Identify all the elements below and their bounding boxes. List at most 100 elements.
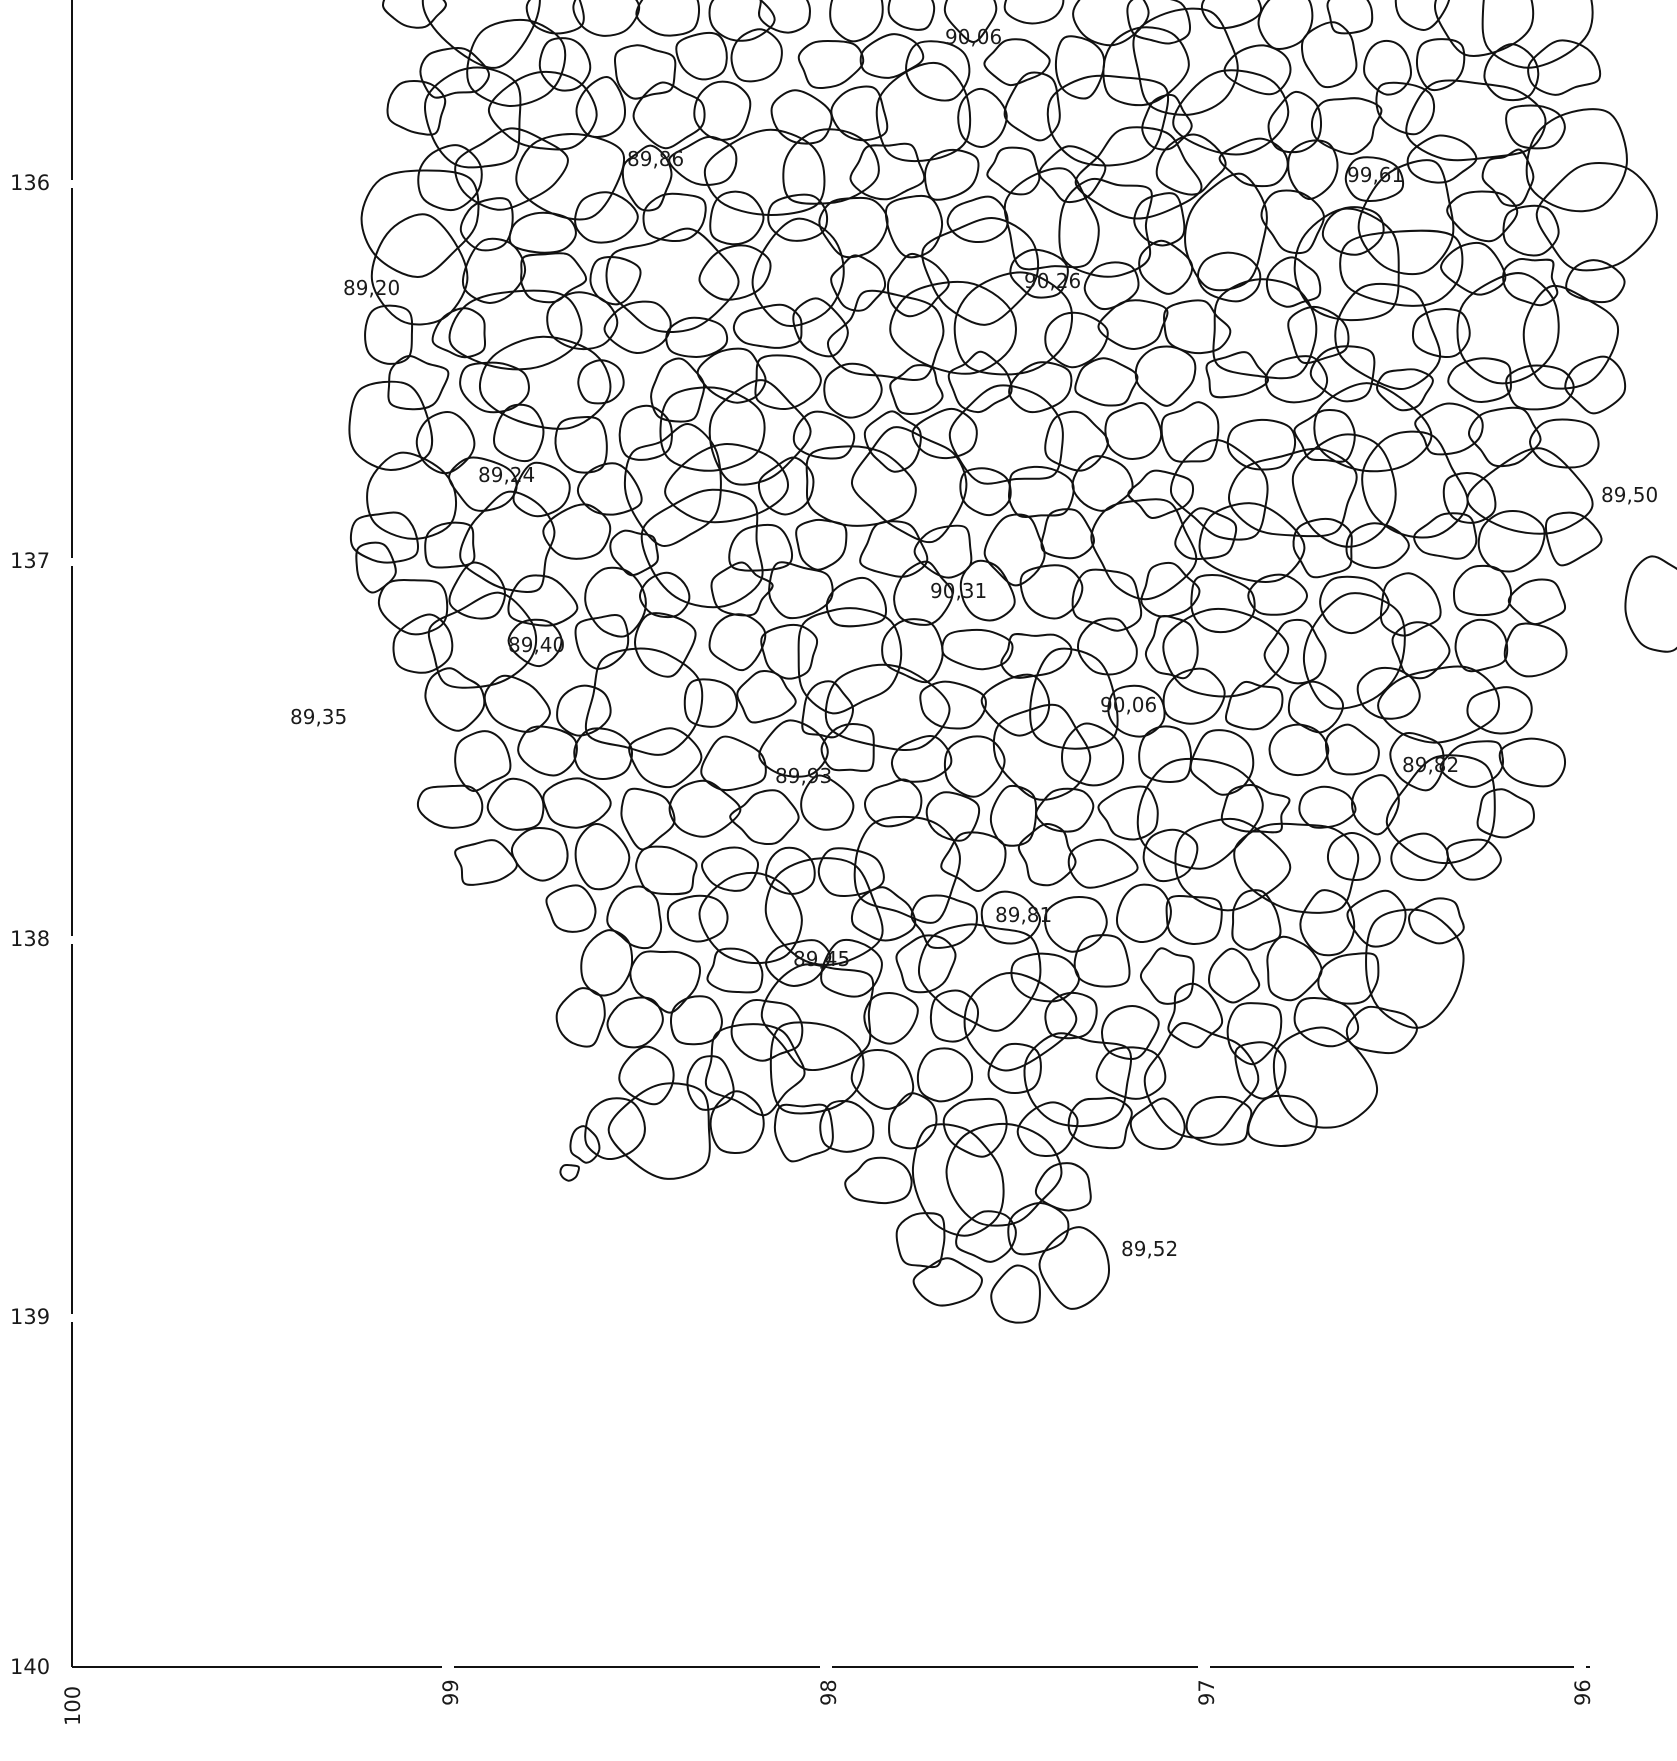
stone-outline xyxy=(1126,0,1192,45)
stone-outline xyxy=(1321,206,1385,256)
stone-outline xyxy=(1218,137,1289,188)
stone-outline xyxy=(732,303,803,349)
stone-outline xyxy=(629,950,701,1014)
stone-outline xyxy=(844,1156,913,1205)
stone-outline xyxy=(698,244,772,301)
stone-outline xyxy=(1035,787,1095,833)
stone-outline xyxy=(1394,0,1450,31)
stone-outline xyxy=(693,80,752,141)
stone-outline xyxy=(1447,357,1512,403)
stone-outline xyxy=(605,227,740,333)
stone-outline xyxy=(1140,561,1201,618)
stone-outline xyxy=(1200,0,1263,30)
stone-outline xyxy=(1198,502,1306,583)
stone-outline xyxy=(1163,299,1232,355)
stone-outline xyxy=(459,197,514,252)
elevation-label: 90,26 xyxy=(1024,269,1081,293)
stone-outline xyxy=(668,779,742,838)
stone-outline xyxy=(392,613,454,674)
stone-outline xyxy=(708,379,812,486)
stone-outline xyxy=(709,190,765,246)
stone-outline xyxy=(584,647,704,756)
stone-outline xyxy=(1169,438,1269,541)
stone-outline xyxy=(1040,508,1095,560)
stone-outline xyxy=(1287,305,1350,364)
stone-outline xyxy=(1442,471,1497,524)
stone-outline xyxy=(1162,667,1226,725)
x-tick-label: 100 xyxy=(61,1686,85,1726)
elevation-label: 89,45 xyxy=(793,947,850,971)
stone-outline xyxy=(850,886,917,942)
stone-outline xyxy=(911,1123,1005,1237)
stone-outline xyxy=(1165,895,1223,945)
stone-outline xyxy=(517,725,578,777)
stone-outline xyxy=(1184,172,1268,292)
stone-outline xyxy=(917,923,1042,1032)
stone-outline xyxy=(990,1264,1041,1324)
stone-outline xyxy=(1267,90,1323,154)
stone-outline xyxy=(764,857,884,966)
stone-outline xyxy=(801,680,854,739)
stone-outline xyxy=(1247,1094,1318,1148)
stone-outline xyxy=(701,846,760,892)
stone-outline xyxy=(1408,897,1465,945)
stone-outline xyxy=(633,612,697,678)
stone-outline xyxy=(987,1042,1042,1094)
stone-outline xyxy=(459,361,530,414)
stone-outline xyxy=(493,403,545,463)
stone-outline xyxy=(795,518,848,571)
stone-outline xyxy=(454,839,518,886)
stone-outline xyxy=(1266,935,1323,1002)
stone-outline xyxy=(642,192,707,242)
stone-outline xyxy=(670,995,723,1046)
stone-outline xyxy=(1535,162,1658,272)
stone-outline xyxy=(1434,0,1535,57)
stone-outline xyxy=(983,513,1046,587)
stone-outline xyxy=(1525,108,1628,213)
stone-outline xyxy=(510,827,569,882)
stone-outline xyxy=(542,777,612,829)
stone-outline xyxy=(1074,126,1203,220)
elevation-label: 90,06 xyxy=(945,25,1002,49)
stone-outline xyxy=(863,410,922,473)
elevation-label: 89,82 xyxy=(1402,753,1459,777)
stone-outline xyxy=(1453,564,1513,617)
stone-outline xyxy=(820,938,883,998)
stone-outline xyxy=(921,217,1040,326)
stone-outline xyxy=(959,559,1016,622)
stone-outline xyxy=(479,335,612,430)
stone-outline xyxy=(797,39,865,89)
stone-outline xyxy=(980,673,1051,737)
stone-outline xyxy=(770,89,833,145)
stone-outline xyxy=(1272,1026,1379,1129)
stone-outline xyxy=(1142,828,1199,883)
x-tick-label: 97 xyxy=(1195,1679,1219,1706)
stone-outline xyxy=(887,0,936,31)
stone-outline xyxy=(1264,355,1329,404)
stone-outline xyxy=(632,81,706,150)
stone-outline xyxy=(584,566,647,638)
stone-outline xyxy=(1503,622,1568,678)
stone-outline xyxy=(1502,257,1559,307)
stone-outline xyxy=(1071,568,1143,632)
stone-outline xyxy=(708,0,776,42)
stone-outline xyxy=(424,66,522,169)
stone-outline xyxy=(486,777,545,831)
stone-outline xyxy=(459,490,556,593)
stone-outline xyxy=(664,443,789,524)
stone-outline xyxy=(1446,190,1519,243)
stone-outline xyxy=(1346,889,1407,948)
stone-outline xyxy=(955,1210,1017,1263)
stone-outline xyxy=(1260,189,1325,255)
stone-outline xyxy=(1415,38,1466,92)
stone-outline xyxy=(1505,104,1566,150)
stone-outline xyxy=(386,79,447,136)
stone-outline xyxy=(1498,737,1567,788)
stone-outline xyxy=(730,28,783,83)
stone-outline xyxy=(940,831,1007,893)
stone-outline xyxy=(1233,822,1360,914)
stone-outline xyxy=(427,591,538,689)
stone-outline xyxy=(1162,607,1290,698)
stone-outline xyxy=(461,237,527,304)
stone-outline xyxy=(1334,282,1442,390)
